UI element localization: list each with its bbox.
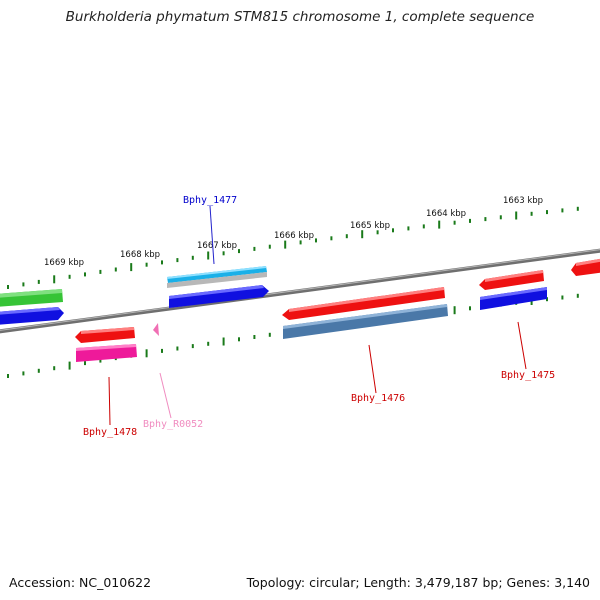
- tick-label-1664: 1664 kbp: [426, 209, 466, 219]
- topology-text: Topology: circular; Length: 3,479,187 bp…: [246, 575, 590, 590]
- gene-arrow-bphy-r0052-pink[interactable]: [153, 323, 159, 336]
- minor-tick: [7, 285, 9, 289]
- major-tick: [361, 230, 364, 239]
- gene-arrow-bphy-1478-red[interactable]: [75, 327, 135, 343]
- minor-tick: [99, 269, 102, 274]
- minor-tick: [191, 344, 194, 349]
- minor-tick: [561, 208, 564, 213]
- chromosome-backbone-highlight: [0, 249, 600, 331]
- gene-label-bphy-1476[interactable]: Bphy_1476: [351, 393, 405, 404]
- minor-tick: [176, 258, 179, 263]
- major-tick: [53, 275, 56, 284]
- gene-label-bphy-1475[interactable]: Bphy_1475: [501, 370, 555, 381]
- leader-line-bphy-1475: [517, 321, 527, 370]
- minor-tick: [53, 366, 56, 371]
- major-tick: [207, 251, 210, 260]
- minor-tick: [84, 361, 86, 366]
- gene-arrow-bphy-1478-magenta[interactable]: [76, 344, 137, 362]
- minor-tick: [222, 251, 225, 256]
- minor-tick: [161, 260, 163, 265]
- gene-arrow-upper-blue-mid[interactable]: [169, 285, 269, 308]
- map-title: Burkholderia phymatum STM815 chromosome …: [65, 9, 535, 25]
- accession-text: Accession: NC_010622: [9, 575, 152, 590]
- tick-label-1668: 1668 kbp: [120, 250, 160, 260]
- minor-tick: [376, 230, 379, 235]
- leader-line-bphy-1478: [108, 376, 111, 426]
- minor-tick: [268, 332, 271, 337]
- gene-label-bphy-1477[interactable]: Bphy_1477: [183, 195, 237, 206]
- minor-tick: [268, 244, 271, 249]
- minor-tick: [37, 279, 40, 284]
- gene-arrow-bphy-1477-grey[interactable]: [167, 272, 267, 288]
- major-tick: [453, 306, 456, 315]
- minor-tick: [191, 255, 194, 260]
- minor-tick: [207, 341, 210, 346]
- gene-arrow-bphy-1477-cyan[interactable]: [167, 266, 267, 283]
- major-tick: [68, 361, 71, 370]
- minor-tick: [68, 274, 71, 279]
- minor-tick: [499, 215, 502, 220]
- gene-arrow-bphy-1476-red[interactable]: [282, 287, 445, 320]
- minor-tick: [561, 295, 564, 300]
- minor-tick: [7, 374, 9, 378]
- minor-tick: [299, 240, 302, 245]
- gene-arrow-upper-red-edge[interactable]: [571, 258, 600, 276]
- minor-tick: [176, 346, 179, 351]
- minor-tick: [422, 224, 425, 229]
- chromosome-backbone: [0, 248, 600, 334]
- minor-tick: [253, 335, 256, 339]
- minor-tick: [145, 262, 148, 267]
- gene-label-bphy-r0052[interactable]: Bphy_R0052: [143, 419, 203, 430]
- major-tick: [515, 211, 518, 220]
- minor-tick: [530, 211, 533, 216]
- minor-tick: [330, 236, 333, 241]
- major-tick: [438, 220, 441, 229]
- minor-tick: [84, 272, 86, 277]
- minor-tick: [392, 228, 394, 233]
- minor-tick: [469, 306, 471, 311]
- gene-arrow-upper-blue-right[interactable]: [480, 287, 547, 310]
- minor-tick: [484, 217, 487, 222]
- tick-label-1669: 1669 kbp: [44, 258, 84, 268]
- major-tick: [222, 337, 225, 346]
- minor-tick: [37, 368, 40, 373]
- minor-tick: [238, 337, 240, 342]
- tick-label-1665: 1665 kbp: [350, 221, 390, 231]
- gene-arrow-bphy-1476-steelblue[interactable]: [283, 304, 448, 339]
- upper-tick-row: [7, 206, 579, 289]
- minor-tick: [161, 348, 163, 353]
- minor-tick: [576, 206, 579, 211]
- minor-tick: [345, 234, 348, 239]
- gene-arrow-upper-red-right[interactable]: [479, 270, 544, 290]
- minor-tick: [253, 246, 256, 251]
- tick-label-1667: 1667 kbp: [197, 241, 237, 251]
- minor-tick: [453, 220, 456, 225]
- minor-tick: [546, 297, 548, 302]
- minor-tick: [546, 210, 548, 215]
- leader-line-bphy-1477: [209, 205, 215, 265]
- gene-arrow-upper-green[interactable]: [0, 289, 63, 307]
- leader-line-bphy-1476: [368, 344, 377, 394]
- minor-tick: [238, 249, 240, 254]
- tick-label-1663: 1663 kbp: [503, 196, 543, 206]
- gene-arrow-upper-blue-left[interactable]: [0, 307, 64, 325]
- minor-tick: [469, 218, 471, 223]
- minor-tick: [22, 371, 25, 376]
- minor-tick: [315, 238, 317, 243]
- gene-label-bphy-1478[interactable]: Bphy_1478: [83, 427, 137, 438]
- minor-tick: [114, 267, 117, 272]
- major-tick: [130, 263, 133, 272]
- major-tick: [284, 240, 287, 249]
- tick-label-1666: 1666 kbp: [274, 231, 314, 241]
- leader-line-bphy-r0052: [159, 372, 172, 419]
- minor-tick: [22, 282, 25, 287]
- minor-tick: [576, 293, 579, 298]
- major-tick: [145, 349, 148, 358]
- minor-tick: [99, 358, 102, 363]
- minor-tick: [407, 226, 410, 231]
